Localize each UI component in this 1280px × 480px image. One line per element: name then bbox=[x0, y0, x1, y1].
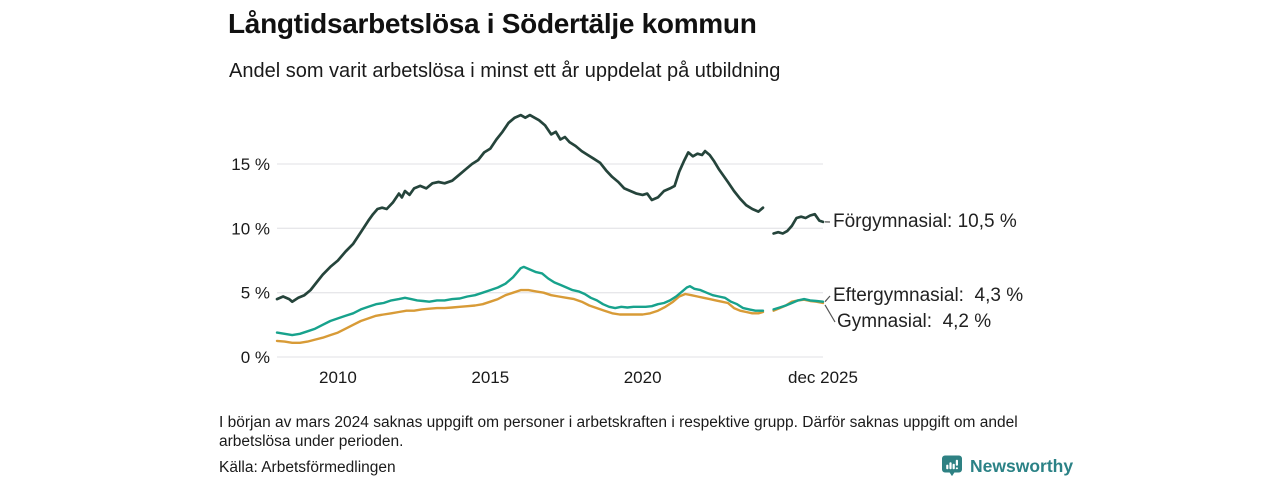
series-line-eftergymnasial bbox=[275, 265, 765, 337]
newsworthy-logo: Newsworthy bbox=[941, 455, 1073, 477]
x-tick-label: 2010 bbox=[319, 368, 357, 387]
source-note: Källa: Arbetsförmedlingen bbox=[219, 459, 396, 476]
series-label-gymnasial: Gymnasial: 4,2 % bbox=[837, 311, 992, 332]
y-tick-label: 10 % bbox=[231, 219, 270, 238]
series-line-förgymnasial bbox=[772, 212, 825, 235]
x-tick-label: 2020 bbox=[624, 368, 662, 387]
series-line-gymnasial bbox=[275, 288, 765, 344]
chart-subtitle: Andel som varit arbetslösa i minst ett å… bbox=[229, 60, 781, 82]
footnote: I början av mars 2024 saknas uppgift om … bbox=[219, 414, 1018, 450]
newsworthy-logo-text: Newsworthy bbox=[970, 455, 1074, 476]
series-line-förgymnasial bbox=[275, 113, 765, 304]
series-label-eftergymnasial: Eftergymnasial: 4,3 % bbox=[833, 285, 1024, 306]
series-label-forgymnasial: Förgymnasial: 10,5 % bbox=[833, 211, 1017, 232]
y-tick-label: 15 % bbox=[231, 155, 270, 174]
label-connector-gymnasial bbox=[824, 304, 836, 323]
x-tick-label: dec 2025 bbox=[788, 368, 858, 387]
y-tick-label: 0 % bbox=[241, 348, 270, 367]
label-connector-eftergymnasial bbox=[824, 295, 831, 303]
x-tick-label: 2015 bbox=[471, 368, 509, 387]
series-line-eftergymnasial bbox=[772, 297, 825, 311]
page-title: Långtidsarbetslösa i Södertälje kommun bbox=[228, 8, 757, 39]
y-tick-label: 5 % bbox=[241, 284, 270, 303]
newsworthy-bars-icon bbox=[942, 455, 962, 477]
